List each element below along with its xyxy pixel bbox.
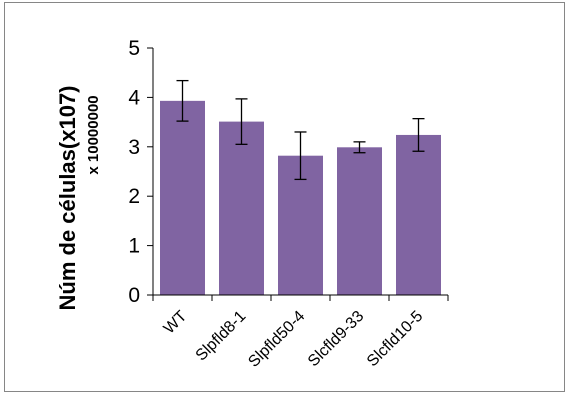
y-tick-label: 0: [128, 284, 140, 307]
y-tick-label: 5: [128, 37, 140, 60]
x-category-label: Slcfld9-33: [305, 308, 367, 370]
x-category-label: Slpfld8-1: [193, 308, 250, 365]
y-tick-label: 2: [128, 185, 140, 208]
x-category-label: Slpfld50-4: [245, 308, 308, 371]
bar-slcfld9-33: [337, 147, 382, 295]
y-tick-label: 3: [128, 136, 140, 159]
bar-slcfld10-5: [396, 134, 441, 295]
bar-wt: [160, 100, 205, 295]
x-category-label: WT: [161, 308, 191, 338]
y-axis-label: Núm de células(x107): [55, 86, 80, 311]
x-category-label: Slcfld10-5: [364, 308, 426, 370]
y-tick-label: 1: [128, 235, 140, 258]
bar-slpfld8-1: [219, 121, 264, 295]
y-tick-label: 4: [128, 86, 140, 109]
y-axis-multiplier: x 10000000: [85, 95, 102, 174]
